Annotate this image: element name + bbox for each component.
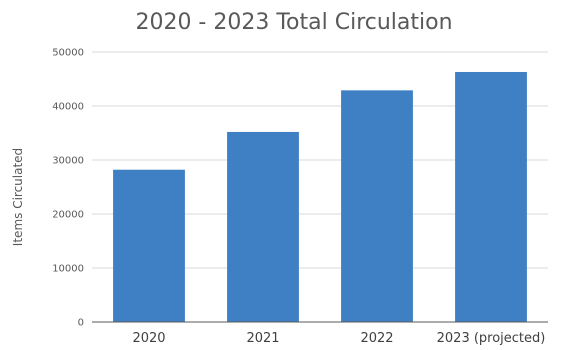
- bars: [113, 71, 527, 322]
- bar-2023-projected: [455, 71, 527, 322]
- x-tick-label: 2023 (projected): [437, 331, 546, 346]
- y-axis-label: Items Circulated: [11, 148, 25, 246]
- x-tick-label: 2021: [246, 331, 279, 346]
- x-tick-label: 2022: [360, 331, 393, 346]
- y-tick-label: 50000: [52, 48, 84, 59]
- x-tick-label: 2020: [132, 331, 165, 346]
- bar-2020: [113, 169, 185, 322]
- bar-2022: [341, 90, 413, 322]
- y-tick-label: 20000: [52, 210, 84, 221]
- y-tick-label: 10000: [52, 264, 84, 275]
- y-tick-label: 40000: [52, 102, 84, 113]
- x-axis-ticks: 2020 2021 2022 2023 (projected): [132, 331, 545, 346]
- y-tick-label: 0: [78, 318, 84, 329]
- y-tick-label: 30000: [52, 156, 84, 167]
- chart-title: 2020 - 2023 Total Circulation: [135, 10, 452, 35]
- y-axis-ticks: 0 10000 20000 30000 40000 50000: [52, 48, 84, 329]
- bar-2021: [227, 131, 299, 322]
